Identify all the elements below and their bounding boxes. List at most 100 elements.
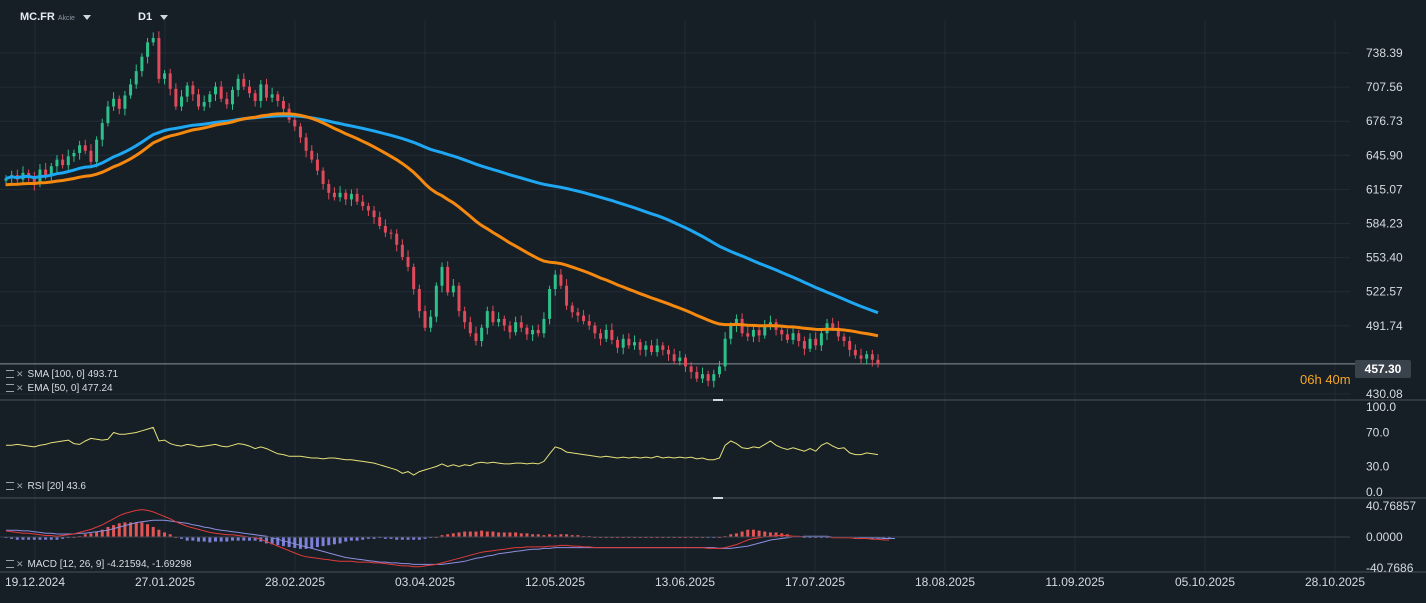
macd-histogram-bar (468, 531, 472, 537)
candle-body (678, 357, 682, 361)
macd-histogram-bar (361, 537, 365, 540)
date-tick-label: 03.04.2025 (395, 575, 455, 589)
macd-histogram-bar (61, 537, 65, 539)
close-icon[interactable]: ✕ (16, 481, 24, 491)
macd-histogram-bar (310, 537, 314, 548)
macd-histogram-bar (746, 529, 750, 537)
macd-histogram-bar (123, 522, 127, 537)
macd-histogram-bar (315, 537, 319, 548)
candle-body (83, 145, 87, 151)
close-icon[interactable]: ✕ (16, 369, 24, 379)
settings-lines-icon[interactable] (6, 370, 14, 379)
sma-legend[interactable]: ✕ SMA [100, 0] 493.71 (6, 369, 118, 380)
macd-histogram-bar (191, 537, 195, 541)
candle-body (191, 85, 195, 95)
macd-histogram-bar (264, 537, 268, 544)
candle-body (174, 88, 178, 107)
macd-histogram-bar (474, 531, 478, 537)
macd-histogram-bar (400, 537, 404, 540)
settings-lines-icon[interactable] (6, 560, 14, 569)
candle-body (785, 334, 789, 340)
pane-resize-handle (713, 399, 723, 401)
macd-histogram-bar (502, 532, 506, 537)
macd-histogram-bar (185, 537, 189, 541)
pane-resize-handle (713, 497, 723, 499)
candle-body (129, 84, 133, 96)
candle-body (72, 152, 76, 157)
macd-histogram-bar (508, 532, 512, 537)
candle-body (808, 338, 812, 349)
macd-histogram-bar (491, 531, 495, 537)
macd-histogram-bar (395, 537, 399, 540)
close-icon[interactable]: ✕ (16, 559, 24, 569)
countdown-minutes: 40 (1325, 372, 1340, 387)
candle-body (230, 89, 234, 105)
macd-histogram-bar (83, 534, 87, 537)
candle-countdown: 06h 40m (1300, 372, 1351, 387)
candle-body (599, 333, 603, 339)
candle-body (746, 333, 750, 337)
symbol-name: MC.FR (20, 11, 55, 23)
macd-histogram-bar (202, 537, 206, 542)
ema-legend[interactable]: ✕ EMA [50, 0] 477.24 (6, 383, 113, 394)
settings-lines-icon[interactable] (6, 482, 14, 491)
candle-body (247, 86, 251, 94)
date-tick-label: 19.12.2024 (5, 575, 65, 589)
macd-histogram-bar (146, 524, 150, 537)
macd-histogram-bar (497, 532, 501, 537)
candle-body (717, 366, 721, 375)
rsi-tick-label: 70.0 (1366, 426, 1390, 440)
macd-histogram-bar (134, 522, 138, 537)
candle-body (321, 170, 325, 184)
candle-body (870, 354, 874, 360)
candle-body (695, 371, 699, 379)
price-tick-label: 738.39 (1366, 46, 1403, 60)
macd-histogram-bar (38, 537, 42, 540)
macd-legend[interactable]: ✕ MACD [12, 26, 9] -4.21594, -1.69298 (6, 559, 192, 570)
candle-body (281, 100, 285, 109)
rsi-legend[interactable]: ✕ RSI [20] 43.6 (6, 481, 86, 492)
candle-body (536, 329, 540, 334)
price-tick-label: 491.74 (1366, 319, 1403, 333)
settings-lines-icon[interactable] (6, 384, 14, 393)
macd-histogram-bar (480, 530, 484, 537)
candle-body (734, 318, 738, 326)
macd-histogram-bar (27, 537, 31, 540)
candle-body (842, 336, 846, 341)
candle-body (315, 159, 319, 171)
candle-body (349, 193, 353, 200)
candle-body (355, 193, 359, 202)
candle-body (361, 201, 365, 207)
macd-histogram-bar (519, 533, 523, 537)
symbol-selector[interactable]: MC.FR Akcie (20, 11, 91, 23)
macd-histogram-bar (44, 537, 48, 540)
macd-histogram-bar (349, 537, 353, 541)
candle-body (423, 311, 427, 328)
timeframe-selector[interactable]: D1 (138, 11, 169, 23)
candle-body (264, 84, 268, 98)
candle-body (95, 139, 99, 162)
candle-body (157, 37, 161, 79)
macd-histogram-bar (151, 526, 155, 537)
macd-histogram-bar (525, 533, 529, 537)
candle-body (463, 311, 467, 323)
macd-histogram-bar (763, 531, 767, 537)
macd-histogram-bar (768, 532, 772, 537)
candle-body (700, 374, 704, 379)
candle-body (553, 274, 557, 290)
candle-body (661, 345, 665, 350)
macd-histogram-bar (117, 523, 121, 537)
price-tick-label: 430.08 (1366, 387, 1403, 401)
candle-body (180, 96, 184, 107)
candle-body (429, 316, 433, 328)
candle-body (519, 322, 523, 328)
candle-body (123, 95, 127, 109)
countdown-hours: 06 (1300, 372, 1315, 387)
date-tick-label: 05.10.2025 (1175, 575, 1235, 589)
close-icon[interactable]: ✕ (16, 383, 24, 393)
date-tick-label: 18.08.2025 (915, 575, 975, 589)
macd-histogram-bar (553, 535, 557, 537)
macd-histogram-bar (457, 532, 461, 537)
